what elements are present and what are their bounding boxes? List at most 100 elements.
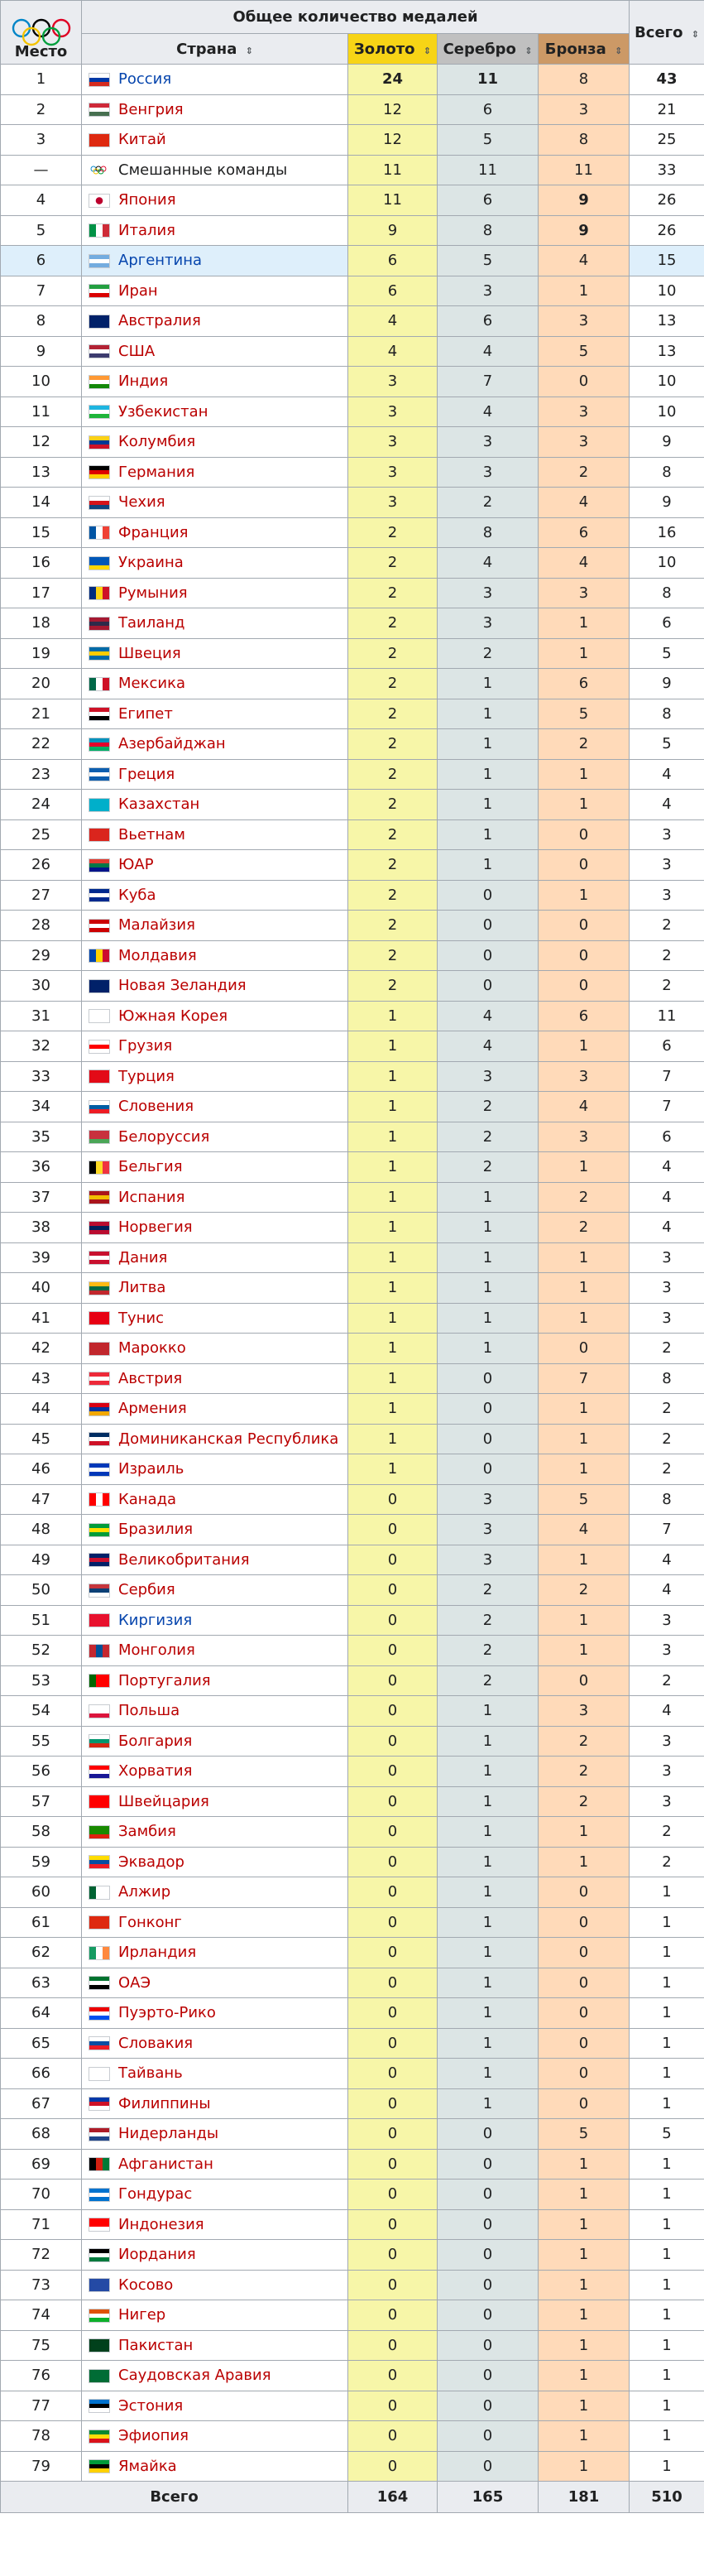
sort-icon[interactable]: ⇕ bbox=[691, 28, 699, 40]
country-link[interactable]: Доминиканская Республика bbox=[118, 1430, 339, 1448]
country-link[interactable]: Иордания bbox=[118, 2246, 196, 2264]
country-link[interactable]: Израиль bbox=[118, 1460, 184, 1478]
country-link[interactable]: Россия bbox=[118, 70, 172, 89]
country-cell: Швеция bbox=[81, 637, 348, 669]
country-link[interactable]: Украина bbox=[118, 554, 184, 572]
country-link[interactable]: ЮАР bbox=[118, 856, 154, 874]
country-link[interactable]: Азербайджан bbox=[118, 735, 226, 753]
table-row: 18 Таиланд 2 3 1 6 bbox=[0, 608, 704, 639]
bronze-header[interactable]: Бронза ⇕ bbox=[537, 33, 630, 65]
country-link[interactable]: Ирландия bbox=[118, 1944, 197, 1962]
sort-icon[interactable]: ⇕ bbox=[524, 45, 533, 56]
flag-icon bbox=[89, 465, 110, 480]
place-cell: 57 bbox=[0, 1785, 82, 1817]
country-link[interactable]: Австрия bbox=[118, 1369, 183, 1387]
country-link[interactable]: Косово bbox=[118, 2276, 174, 2294]
country-link[interactable]: Грузия bbox=[118, 1037, 173, 1055]
country-link[interactable]: Гонконг bbox=[118, 1913, 182, 1931]
country-link[interactable]: США bbox=[118, 342, 156, 360]
country-link[interactable]: Пакистан bbox=[118, 2336, 194, 2354]
country-link[interactable]: Австралия bbox=[118, 312, 201, 330]
country-link[interactable]: Замбия bbox=[118, 1823, 176, 1841]
country-link[interactable]: Молдавия bbox=[118, 946, 197, 964]
country-link[interactable]: Нигер bbox=[118, 2306, 166, 2324]
country-link[interactable]: Вьетнам bbox=[118, 825, 185, 843]
country-link[interactable]: Дания bbox=[118, 1248, 168, 1266]
country-link[interactable]: Киргизия bbox=[118, 1611, 193, 1629]
country-link[interactable]: Куба bbox=[118, 886, 156, 904]
country-link[interactable]: Малайзия bbox=[118, 916, 195, 935]
country-link[interactable]: Ямайка bbox=[118, 2457, 177, 2475]
country-link[interactable]: Румыния bbox=[118, 584, 188, 602]
country-link[interactable]: Индия bbox=[118, 372, 169, 391]
country-link[interactable]: Эфиопия bbox=[118, 2427, 189, 2445]
country-link[interactable]: Турция bbox=[118, 1067, 175, 1085]
country-link[interactable]: Тунис bbox=[118, 1309, 165, 1327]
country-link[interactable]: Болгария bbox=[118, 1732, 193, 1750]
country-link[interactable]: Эквадор bbox=[118, 1853, 184, 1871]
country-link[interactable]: Новая Зеландия bbox=[118, 977, 247, 995]
country-link[interactable]: Швейцария bbox=[118, 1792, 209, 1810]
country-link[interactable]: Испания bbox=[118, 1188, 185, 1206]
country-link[interactable]: Италия bbox=[118, 221, 176, 239]
country-link[interactable]: Филиппины bbox=[118, 2094, 211, 2112]
country-link[interactable]: Португалия bbox=[118, 1671, 211, 1689]
country-link[interactable]: Китай bbox=[118, 131, 166, 149]
total-header[interactable]: Всего ⇕ bbox=[629, 0, 704, 65]
country-link[interactable]: Словакия bbox=[118, 2034, 194, 2052]
country-link[interactable]: Иран bbox=[118, 281, 158, 300]
country-link[interactable]: Германия bbox=[118, 463, 195, 481]
table-row: 6 Аргентина 6 5 4 15 bbox=[0, 245, 704, 276]
sort-icon[interactable]: ⇕ bbox=[615, 45, 623, 56]
country-link[interactable]: Чехия bbox=[118, 493, 165, 512]
country-link[interactable]: Норвегия bbox=[118, 1218, 193, 1237]
country-link[interactable]: Египет bbox=[118, 704, 173, 723]
country-link[interactable]: Монголия bbox=[118, 1641, 195, 1660]
country-link[interactable]: Литва bbox=[118, 1279, 166, 1297]
country-link[interactable]: Аргентина bbox=[118, 252, 203, 270]
country-link[interactable]: ОАЭ bbox=[118, 1973, 151, 1992]
country-link[interactable]: Словения bbox=[118, 1098, 194, 1116]
country-link[interactable]: Алжир bbox=[118, 1883, 171, 1901]
country-link[interactable]: Швеция bbox=[118, 644, 181, 662]
country-link[interactable]: Венгрия bbox=[118, 100, 184, 118]
country-link[interactable]: Марокко bbox=[118, 1339, 186, 1358]
bronze-cell: 1 bbox=[537, 1242, 630, 1273]
country-cell: Австрия bbox=[81, 1362, 348, 1394]
country-link[interactable]: Саудовская Аравия bbox=[118, 2367, 271, 2385]
country-link[interactable]: Армения bbox=[118, 1400, 187, 1418]
country-link[interactable]: Хорватия bbox=[118, 1762, 193, 1781]
country-link[interactable]: Сербия bbox=[118, 1581, 175, 1599]
country-link[interactable]: Пуэрто-Рико bbox=[118, 2004, 216, 2022]
country-link[interactable]: Тайвань bbox=[118, 2064, 183, 2083]
country-link[interactable]: Мексика bbox=[118, 675, 185, 693]
silver-header[interactable]: Серебро ⇕ bbox=[437, 33, 539, 65]
country-link[interactable]: Гондурас bbox=[118, 2185, 193, 2204]
country-link[interactable]: Белоруссия bbox=[118, 1127, 210, 1146]
gold-cell: 3 bbox=[347, 487, 438, 518]
country-link[interactable]: Канада bbox=[118, 1490, 177, 1508]
country-link[interactable]: Великобритания bbox=[118, 1550, 250, 1569]
country-link[interactable]: Бельгия bbox=[118, 1158, 183, 1176]
country-link[interactable]: Узбекистан bbox=[118, 402, 208, 421]
country-link[interactable]: Южная Корея bbox=[118, 1007, 228, 1025]
sort-icon[interactable]: ⇕ bbox=[423, 45, 431, 56]
country-link[interactable]: Таиланд bbox=[118, 614, 185, 632]
country-link[interactable]: Нидерланды bbox=[118, 2125, 219, 2143]
country-header[interactable]: Страна ⇕ bbox=[81, 33, 348, 65]
totals-bronze: 181 bbox=[537, 2481, 630, 2513]
country-link[interactable]: Бразилия bbox=[118, 1521, 194, 1539]
country-link[interactable]: Индонезия bbox=[118, 2215, 204, 2233]
country-link[interactable]: Казахстан bbox=[118, 795, 200, 814]
country-link[interactable]: Франция bbox=[118, 523, 189, 541]
country-link[interactable]: Япония bbox=[118, 191, 176, 209]
country-link[interactable]: Эстония bbox=[118, 2396, 184, 2415]
country-link[interactable]: Греция bbox=[118, 765, 175, 783]
gold-header[interactable]: Золото ⇕ bbox=[347, 33, 438, 65]
country-link[interactable]: Польша bbox=[118, 1702, 180, 1720]
country-link[interactable]: Афганистан bbox=[118, 2155, 213, 2173]
sort-icon[interactable]: ⇕ bbox=[245, 45, 253, 56]
country-link[interactable]: Колумбия bbox=[118, 433, 196, 451]
flag-icon bbox=[89, 1009, 110, 1024]
silver-cell: 1 bbox=[437, 1877, 539, 1908]
